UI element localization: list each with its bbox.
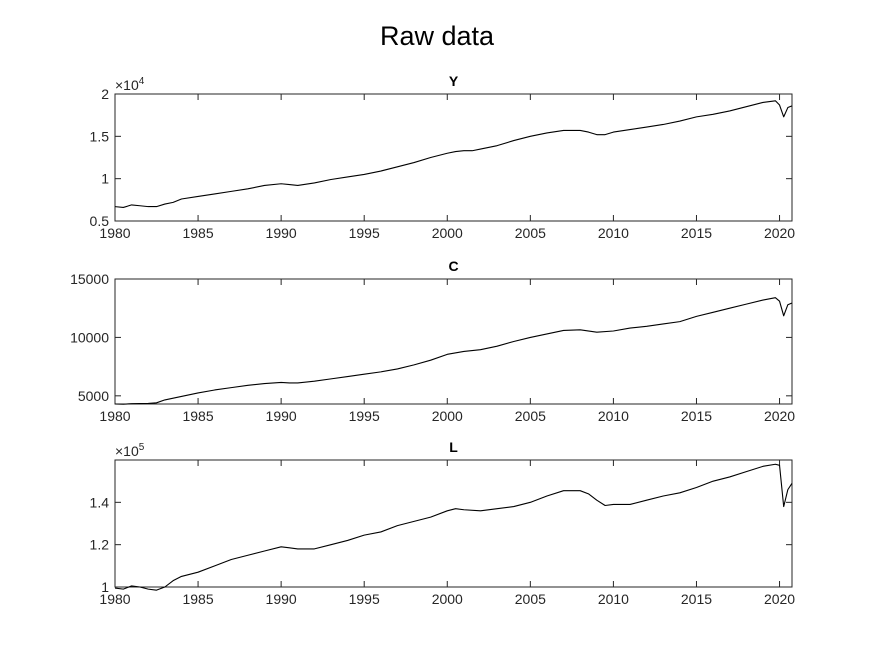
y-tick-label: 0.5: [90, 213, 110, 229]
plot-area: [114, 278, 793, 405]
x-tick-label: 2010: [598, 408, 629, 424]
x-tick-label: 2020: [764, 225, 795, 241]
x-tick-label: 1990: [266, 408, 297, 424]
y-tick-label: 5000: [78, 388, 109, 404]
subplot-title: C: [448, 258, 458, 274]
x-tick-label: 1990: [266, 591, 297, 607]
exponent-power: 5: [139, 442, 145, 453]
y-tick-label: 2: [101, 86, 109, 102]
x-tick-label: 2015: [681, 591, 712, 607]
subplot-title: Y: [449, 73, 459, 89]
x-tick-label: 1980: [99, 225, 130, 241]
x-tick-label: 1985: [182, 225, 213, 241]
x-tick-label: 2005: [515, 225, 546, 241]
x-tick-label: 1995: [349, 225, 380, 241]
x-tick-label: 2000: [432, 225, 463, 241]
subplot-L: L 1980 1985 1990 1995 2000 2005 2010 2015 2020 1 1.…: [90, 439, 796, 607]
series-line-C: [114, 297, 793, 405]
x-tick-label: 1985: [182, 408, 213, 424]
exponent-base: ×10: [115, 77, 139, 93]
x-tick-label: 2015: [681, 408, 712, 424]
exponent-base: ×10: [115, 443, 139, 459]
x-tick-label: 2020: [764, 408, 795, 424]
subplot-C: C 1980 1985 1990 1995 2000 2005 2010 2015 2020 500…: [70, 258, 795, 424]
x-tick-label: 1980: [99, 408, 130, 424]
y-tick-label: 1.2: [90, 537, 110, 553]
y-tick-label: 1.4: [90, 494, 110, 510]
x-tick-label: 2015: [681, 225, 712, 241]
x-tick-label: 2005: [515, 591, 546, 607]
x-tick-label: 1980: [99, 591, 130, 607]
x-tick-label: 2010: [598, 225, 629, 241]
x-tick-label: 1995: [349, 408, 380, 424]
x-tick-label: 2020: [764, 591, 795, 607]
y-tick-label: 1.5: [90, 128, 110, 144]
series-line-Y: [114, 100, 793, 208]
x-tick-label: 2000: [432, 591, 463, 607]
subplot-title: L: [449, 439, 458, 455]
x-tick-label: 2005: [515, 408, 546, 424]
x-tick-label: 2000: [432, 408, 463, 424]
y-tick-label: 1: [101, 171, 109, 187]
series-line-L: [114, 463, 793, 591]
y-tick-label: 1: [101, 579, 109, 595]
exponent-power: 4: [139, 76, 145, 87]
plot-area: [114, 93, 793, 222]
axis-exponent-label: ×105: [115, 442, 145, 459]
subplot-Y: Y 1980 1985 1990 1995 2000 2005 2010 2015 2020 0.5…: [90, 73, 796, 241]
subplot-grid: Y 1980 1985 1990 1995 2000 2005 2010 2015 2020 0.5…: [70, 73, 795, 607]
x-tick-label: 1985: [182, 591, 213, 607]
figure-title: Raw data: [380, 21, 495, 51]
y-tick-label: 10000: [70, 329, 109, 345]
x-tick-label: 2010: [598, 591, 629, 607]
plot-area: [114, 459, 793, 588]
y-tick-label: 15000: [70, 271, 109, 287]
x-tick-label: 1995: [349, 591, 380, 607]
x-tick-label: 1990: [266, 225, 297, 241]
axis-exponent-label: ×104: [115, 76, 145, 93]
